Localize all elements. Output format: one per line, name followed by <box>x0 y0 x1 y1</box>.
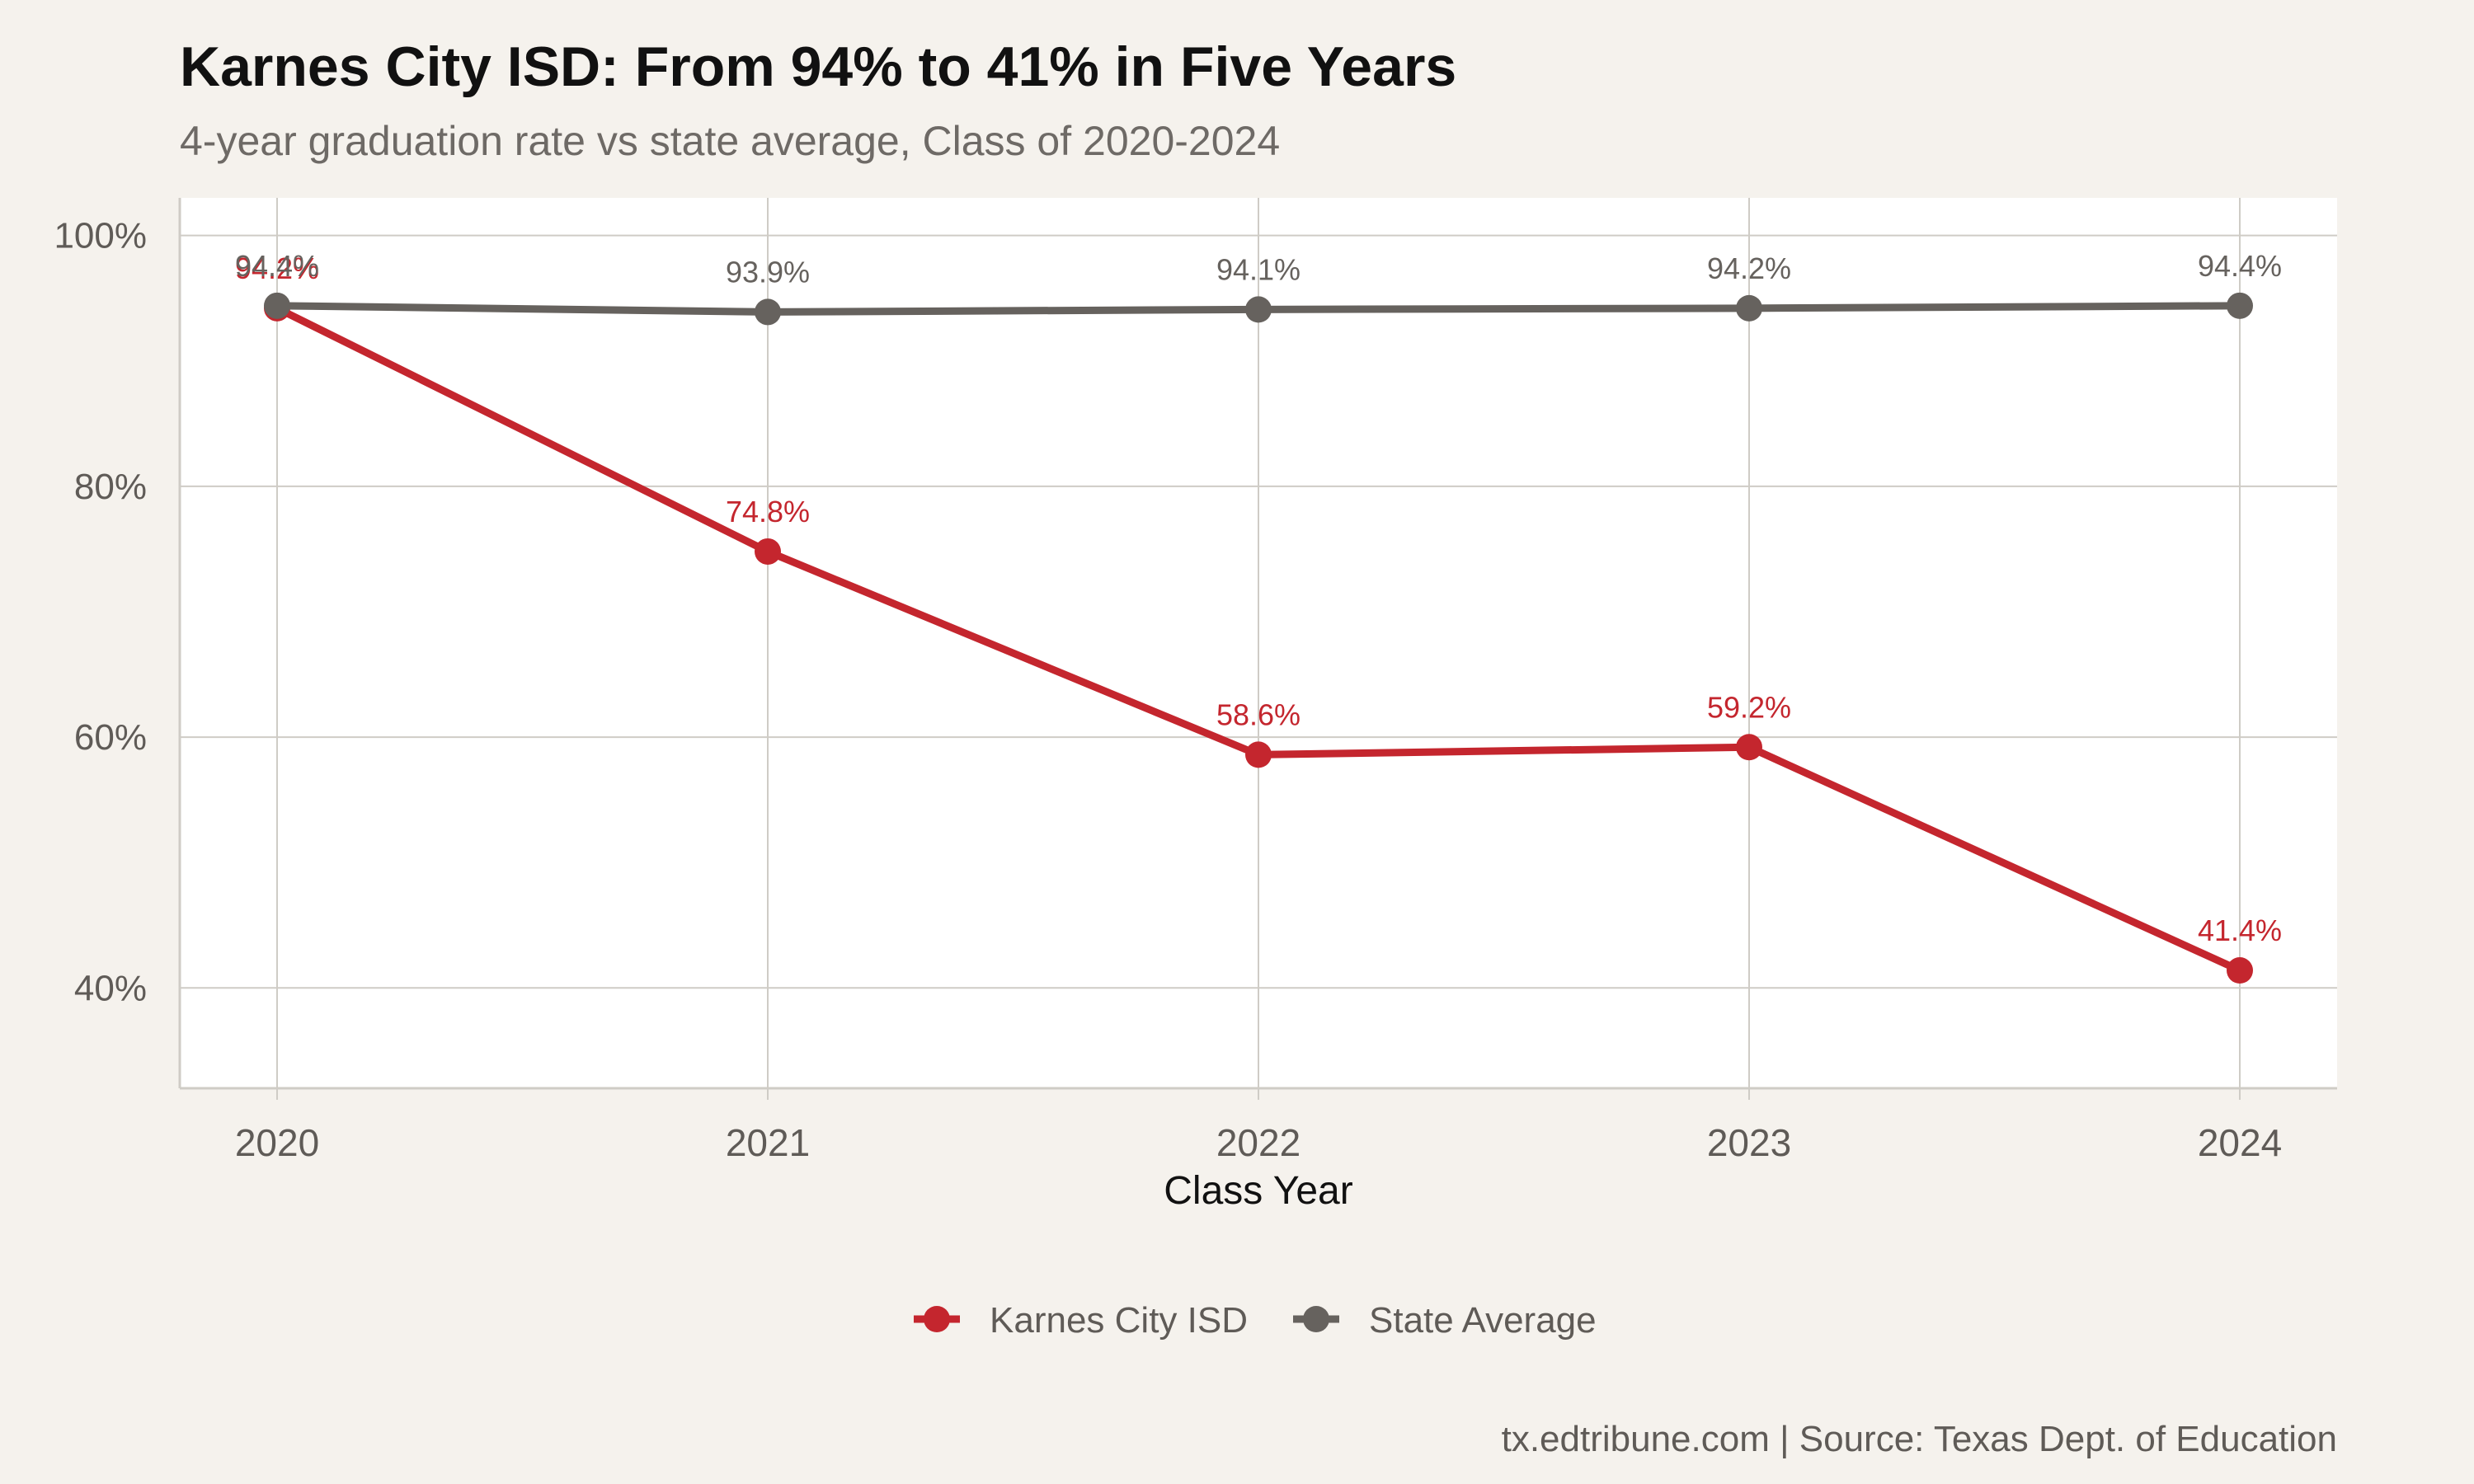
data-point-state-average <box>1736 294 1762 322</box>
data-label-state-average: 94.4% <box>235 249 319 283</box>
y-tick-label: 40% <box>74 968 147 1008</box>
data-point-karnes-city-isd <box>2227 957 2253 984</box>
data-label-karnes-city-isd: 74.8% <box>726 495 810 528</box>
x-tick-label: 2022 <box>1216 1121 1300 1164</box>
data-point-karnes-city-isd <box>1245 741 1272 768</box>
y-tick-label: 80% <box>74 467 147 507</box>
grid-lines <box>180 198 2337 1088</box>
data-label-state-average: 94.4% <box>2198 249 2282 283</box>
data-label-karnes-city-isd: 94.2% <box>235 251 319 285</box>
chart-title: Karnes City ISD: From 94% to 41% in Five… <box>180 35 1456 98</box>
y-tick-label: 100% <box>54 216 147 256</box>
data-point-karnes-city-isd <box>755 538 781 565</box>
data-label-state-average: 93.9% <box>726 255 810 289</box>
data-point-state-average <box>2227 292 2253 319</box>
legend-marker-state-average <box>1303 1306 1329 1332</box>
data-label-karnes-city-isd: 59.2% <box>1707 690 1791 724</box>
data-label-state-average: 94.1% <box>1216 252 1300 286</box>
y-tick-label: 60% <box>74 717 147 758</box>
legend-marker-karnes-city-isd <box>924 1306 950 1332</box>
data-point-state-average <box>755 298 781 326</box>
series-layer <box>264 292 2253 984</box>
x-tick-label: 2024 <box>2198 1121 2282 1164</box>
x-tick-label: 2023 <box>1707 1121 1791 1164</box>
data-point-state-average <box>264 292 290 319</box>
data-label-karnes-city-isd: 41.4% <box>2198 913 2282 947</box>
x-tick-label: 2020 <box>235 1121 319 1164</box>
legend-label-karnes-city-isd: Karnes City ISD <box>990 1300 1248 1341</box>
data-point-state-average <box>1245 296 1272 323</box>
legend-label-state-average: State Average <box>1369 1300 1597 1341</box>
data-label-state-average: 94.2% <box>1707 251 1791 285</box>
data-point-karnes-city-isd <box>1736 734 1762 761</box>
legend: Karnes City ISD State Average <box>914 1300 1597 1341</box>
x-axis-title: Class Year <box>1164 1169 1352 1213</box>
data-labels: 94.2% 74.8% 58.6% 59.2% 41.4% 94.4% 93.9% 94.1%… <box>235 249 2282 947</box>
chart-caption: tx.edtribune.com | Source: Texas Dept. o… <box>1502 1419 2337 1459</box>
chart-subtitle: 4-year graduation rate vs state average,… <box>180 118 1280 164</box>
x-tick-label: 2021 <box>726 1121 810 1164</box>
data-label-karnes-city-isd: 58.6% <box>1216 697 1300 731</box>
axes: 40% 60% 80% 100% 2020 2021 2022 2023 2024 <box>54 198 2337 1164</box>
